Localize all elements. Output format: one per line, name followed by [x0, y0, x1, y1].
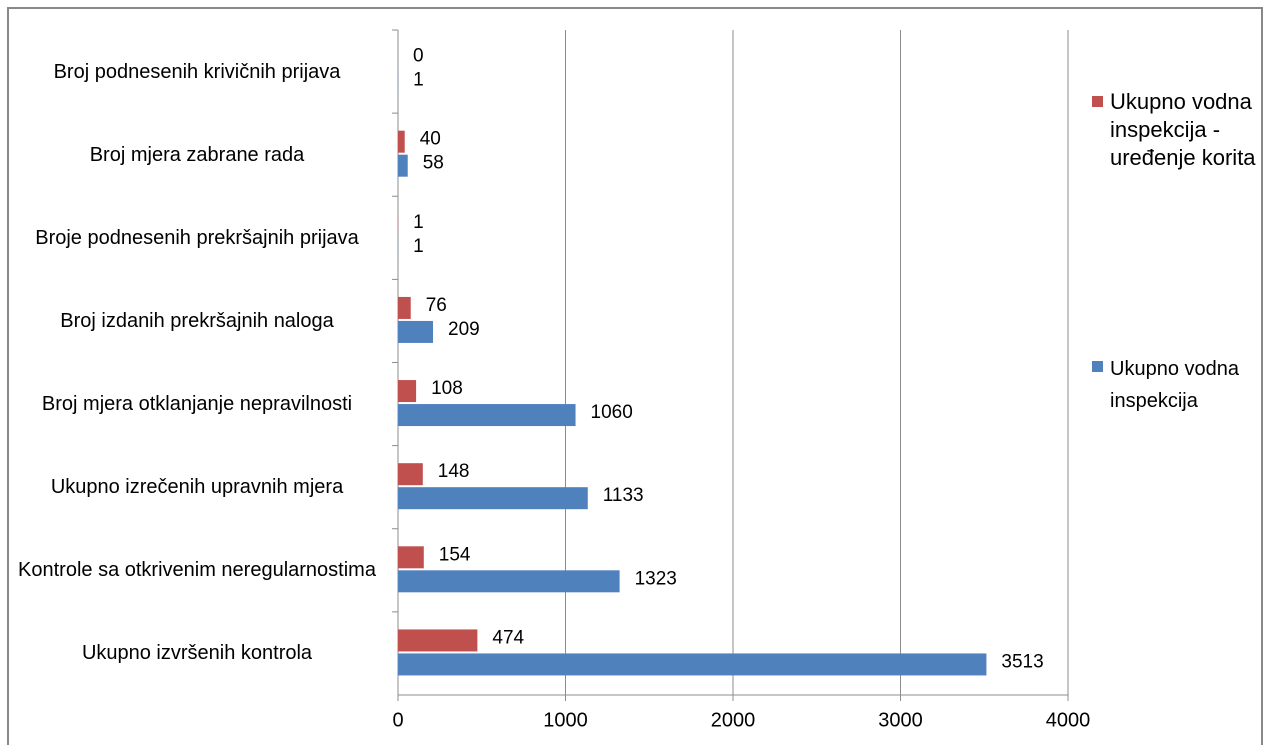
bar — [398, 130, 405, 153]
legend-label: Ukupno vodna inspekcija - uređenje korit… — [1110, 89, 1256, 170]
y-tick-label: Ukupno izvršenih kontrola — [81, 642, 313, 665]
value-label: 1060 — [591, 402, 633, 423]
y-tick-label: Kontrole sa otkrivenim neregularnostima — [18, 559, 376, 582]
bar — [398, 546, 424, 569]
value-label: 58 — [423, 153, 444, 174]
value-label: 76 — [426, 295, 447, 316]
legend-label: Ukupno vodna inspekcija — [1110, 358, 1239, 412]
x-tick-label: 3000 — [878, 709, 923, 731]
y-tick-label: Broj izdanih prekršajnih naloga — [60, 309, 334, 332]
bar — [398, 320, 434, 343]
y-tick-label: Broje podnesenih prekršajnih prijava — [35, 226, 359, 249]
value-label: 3513 — [1001, 651, 1043, 672]
x-tick-label: 1000 — [543, 709, 588, 731]
legend-swatch — [1092, 361, 1103, 372]
value-label: 474 — [492, 627, 524, 648]
bar — [398, 154, 408, 177]
value-label: 1133 — [603, 485, 644, 506]
bar — [398, 404, 576, 427]
value-label: 40 — [420, 129, 441, 150]
x-tick-label: 4000 — [1046, 709, 1091, 731]
value-label: 209 — [448, 319, 480, 340]
bar — [398, 380, 417, 403]
legend-swatch — [1092, 96, 1103, 107]
x-tick-label: 0 — [392, 709, 403, 731]
y-tick-label: Broj podnesenih krivičnih prijava — [53, 60, 341, 83]
bar — [398, 463, 423, 486]
bar — [398, 653, 987, 676]
value-label: 1323 — [635, 568, 677, 589]
bar — [398, 296, 411, 319]
frame — [7, 7, 1263, 745]
y-tick-label: Ukupno izrečenih upravnih mjera — [50, 476, 344, 499]
value-label: 154 — [439, 544, 471, 565]
value-label: 1 — [413, 236, 424, 257]
y-tick-label: Broj mjera zabrane rada — [89, 143, 305, 166]
value-label: 1 — [413, 212, 424, 233]
value-label: 148 — [438, 461, 470, 482]
bar — [398, 487, 588, 510]
bar — [398, 629, 478, 652]
value-label: 0 — [413, 46, 424, 67]
bar — [398, 570, 620, 593]
value-label: 1 — [413, 70, 424, 91]
x-tick-label: 2000 — [711, 709, 756, 731]
y-tick-label: Broj mjera otklanjanje nepravilnosti — [41, 393, 353, 416]
value-label: 108 — [431, 378, 463, 399]
